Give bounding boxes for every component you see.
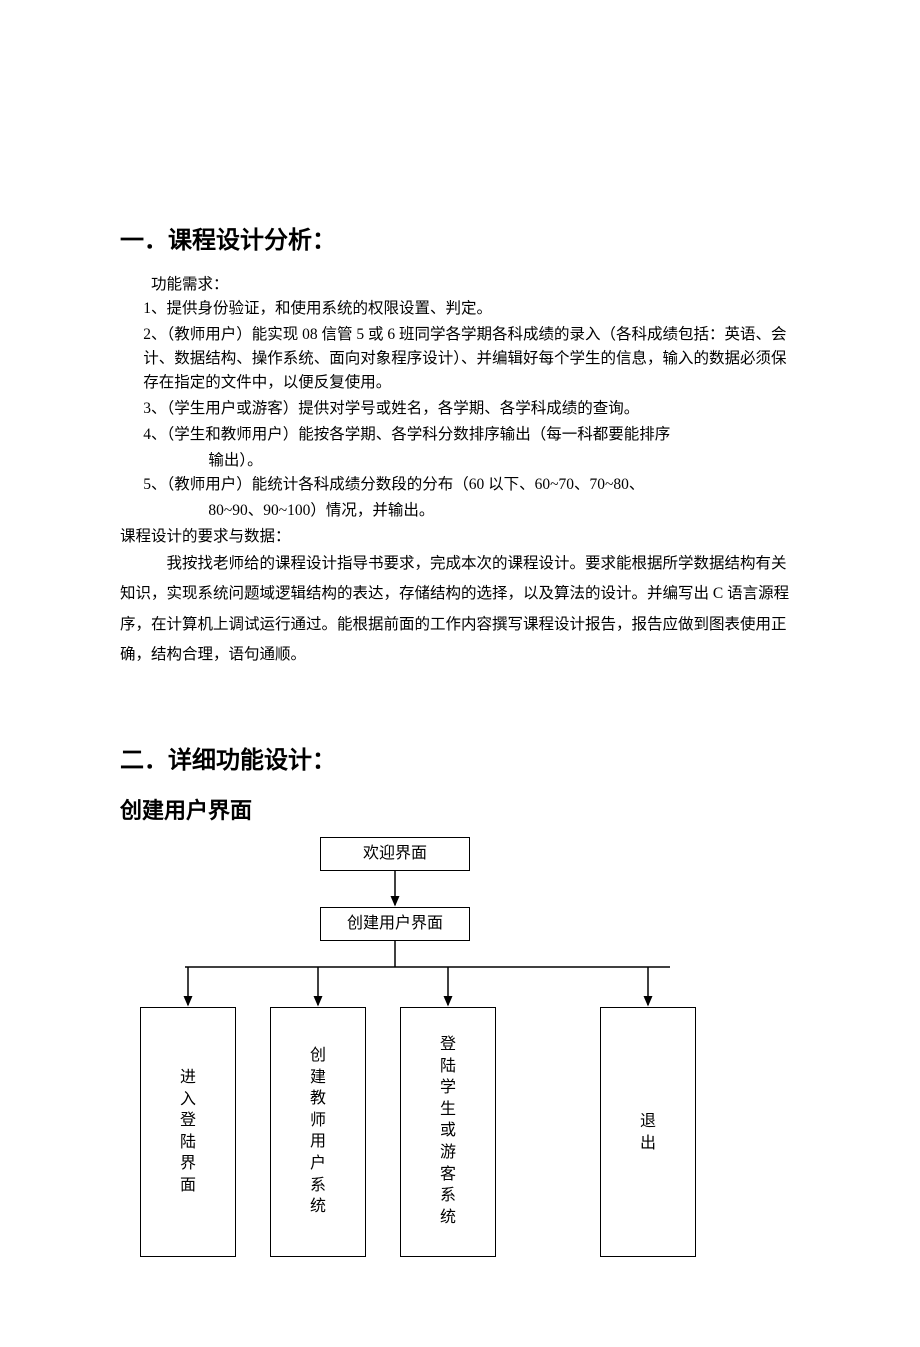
flow-node-create-ui: 创建用户界面 xyxy=(320,907,470,941)
flow-node-student: 登陆学生或游客系统 xyxy=(400,1007,496,1257)
flow-node-welcome: 欢迎界面 xyxy=(320,837,470,871)
data-label: 课程设计的要求与数据： xyxy=(120,525,800,549)
section-2-subtitle: 创建用户界面 xyxy=(120,793,800,825)
flow-node-login: 进入登陆界面 xyxy=(140,1007,236,1257)
flowchart: 欢迎界面 创建用户界面 进入登陆界面 创建教师用户系统 登陆学生或游客系统 退出 xyxy=(140,837,820,1287)
section-1-title: 一．课程设计分析： xyxy=(120,220,800,255)
flow-node-teacher: 创建教师用户系统 xyxy=(270,1007,366,1257)
data-paragraph: 我按找老师给的课程设计指导书要求，完成本次的课程设计。要求能根据所学数据结构有关… xyxy=(120,549,800,670)
section-2-title: 二．详细功能设计： xyxy=(120,740,800,775)
flow-node-exit: 退出 xyxy=(600,1007,696,1257)
section-1-body: 功能需求： 1、提供身份验证，和使用系统的权限设置、判定。 2、（教师用户）能实… xyxy=(120,273,800,670)
requirements-list: 1、提供身份验证，和使用系统的权限设置、判定。 2、（教师用户）能实现 08 信… xyxy=(120,297,800,523)
req-item-4b: 输出）。 xyxy=(143,449,800,473)
req-item-5a: 5、（教师用户）能统计各科成绩分数段的分布（60 以下、60~70、70~80、 xyxy=(143,473,800,497)
req-item-3: 3、（学生用户或游客）提供对学号或姓名，各学期、各学科成绩的查询。 xyxy=(143,397,800,421)
req-item-5b: 80~90、90~100）情况，并输出。 xyxy=(143,499,800,523)
req-item-4a: 4、（学生和教师用户）能按各学期、各学科分数排序输出（每一科都要能排序 xyxy=(143,423,800,447)
requirements-label: 功能需求： xyxy=(120,273,800,297)
req-item-2: 2、（教师用户）能实现 08 信管 5 或 6 班同学各学期各科成绩的录入（各科… xyxy=(143,323,800,395)
req-item-1: 1、提供身份验证，和使用系统的权限设置、判定。 xyxy=(143,297,800,321)
